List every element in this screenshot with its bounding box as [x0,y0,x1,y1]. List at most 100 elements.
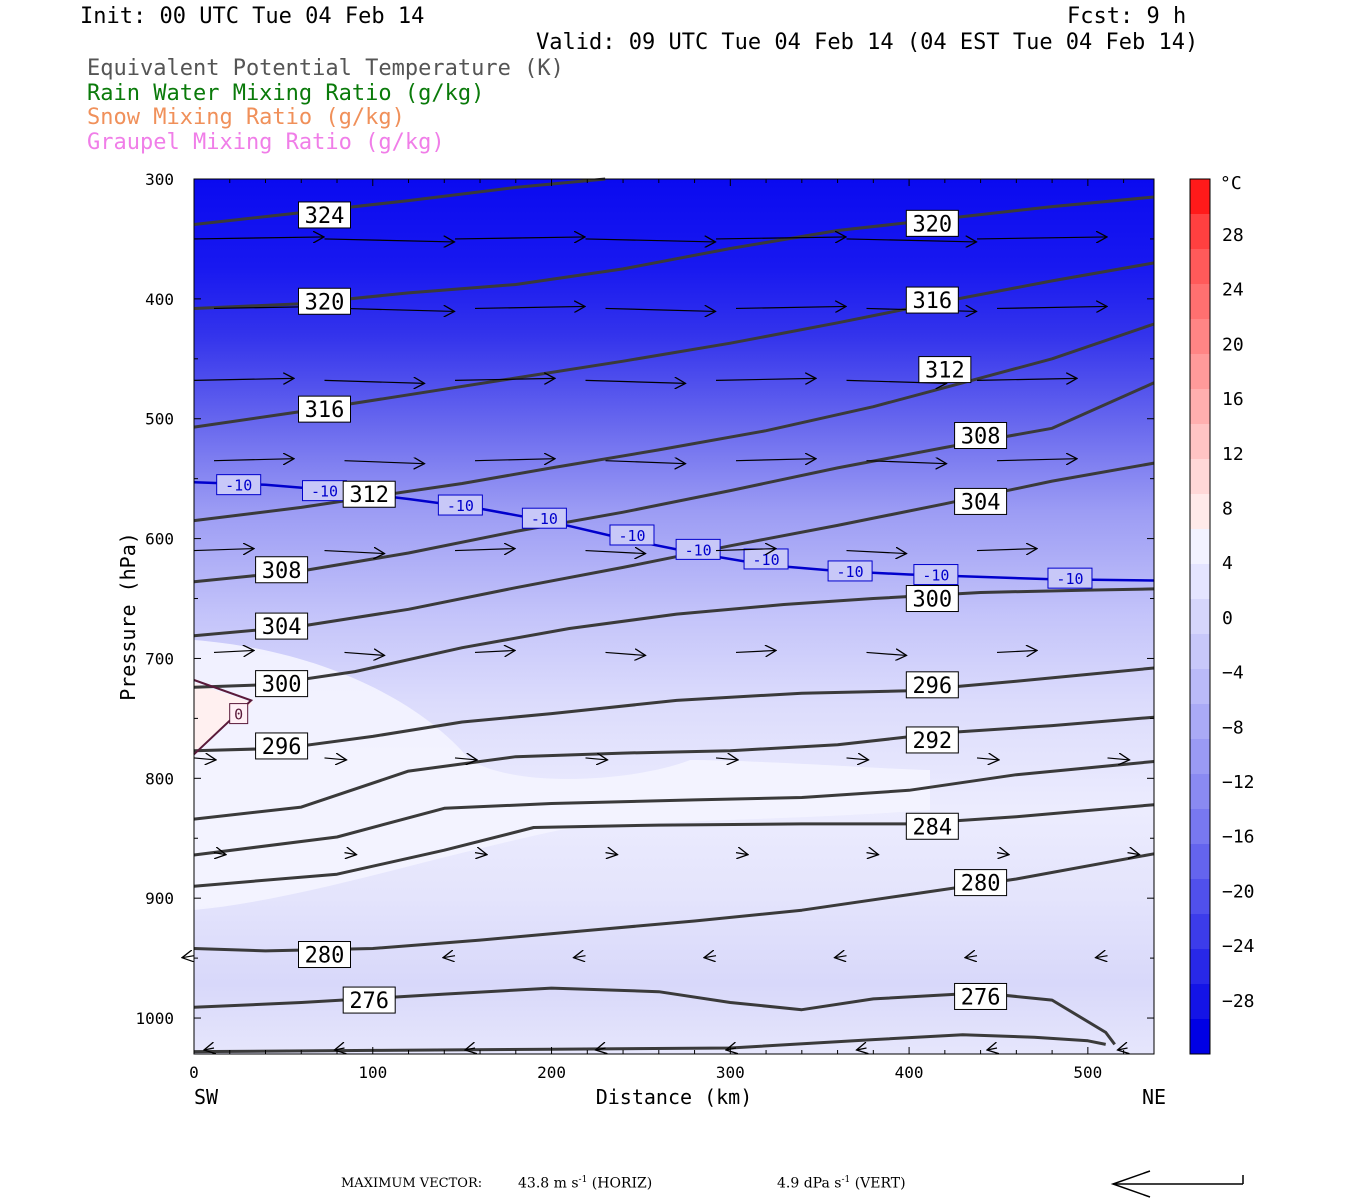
wind-vector [735,459,816,461]
wind-vector [977,378,1077,380]
wind-vector [324,239,455,242]
theta-e-label-box [298,287,352,315]
theta-e-label: 276 [961,985,1001,1010]
wind-vector [996,650,1037,652]
wind-vector [715,378,816,380]
theta-e-label-box [954,487,1008,515]
colorbar-label: 20 [1222,334,1244,355]
wind-vector [846,758,869,760]
theta-e-label-box [298,201,352,229]
isotherm-label: -10 [447,497,474,515]
wind-vector [846,239,977,242]
wind-vector [987,1048,997,1050]
colorbar-label: −12 [1222,772,1255,793]
theta-e-label: 320 [305,290,345,315]
y-axis-label: Pressure (hPa) [116,532,140,701]
colorbar-swatch [1190,249,1210,285]
colorbar-swatch [1190,844,1210,880]
wind-vector [866,461,947,464]
colorbar-swatch [1190,214,1210,250]
theta-e-label-box [255,556,309,584]
y-tick-label: 400 [145,290,174,309]
wind-vector [605,461,686,464]
theta-e-label: 312 [349,483,389,508]
theta-e-label: 280 [961,872,1001,897]
wind-vector [193,237,324,239]
wind-vector [204,1048,214,1050]
isotherm-label: -10 [531,510,558,528]
valid-time-label: Valid: 09 UTC Tue 04 Feb 14 (04 EST Tue … [536,30,1199,55]
colorbar-swatch [1190,669,1210,705]
wind-vector [193,758,216,760]
colorbar-label: 8 [1222,499,1233,520]
colorbar-swatch [1190,634,1210,670]
colorbar-swatch [1190,739,1210,775]
theta-e-contour-292 [193,715,1155,821]
theta-e-label-box [905,812,959,840]
y-tick-label: 500 [145,410,174,429]
wind-vector [605,652,646,655]
x-tick-label: 200 [537,1063,566,1082]
theta-e-label: 320 [912,212,952,237]
wind-vector [735,650,776,652]
theta-e-label-box [905,726,959,754]
colorbar-swatch [1190,494,1210,530]
wind-vector [454,378,555,380]
wind-vector [335,1048,345,1050]
plot-frame [193,178,1155,1055]
isotherm-label-box [216,474,262,496]
theta-e-label: 276 [349,989,389,1014]
wind-vector [324,380,425,383]
isotherm-label: -10 [753,551,780,569]
x-tick-label: 500 [1073,1063,1102,1082]
theta-e-contour-296 [193,666,1155,753]
y-tick-label: 800 [145,769,174,788]
wind-vector [213,650,254,652]
axes: 300 400 500 600 700 800 900 1000 0 100 200 300 400 50… [116,170,1166,1109]
theta-e-label-box [905,585,959,613]
colorbar-swatch [1190,389,1210,425]
isotherms: -10 -10 -10 -10 -10 -10 -10 -10 -10 -10 0 [193,474,1155,756]
colorbar-swatch [1190,774,1210,810]
theta-e-label-box [954,982,1008,1010]
wind-vector [324,758,347,760]
near-freezing-region [194,640,930,910]
isotherm-label-box [521,507,567,529]
wind-vector [996,853,1009,855]
wind-vector [585,758,608,760]
colorbar-swatch [1190,599,1210,635]
x-tick-label: 0 [189,1063,199,1082]
wind-vector [474,853,487,855]
wind-vector [835,956,847,958]
wind-vector [1127,853,1140,855]
wind-vector [344,853,357,855]
wind-vector [976,758,999,760]
colorbar-swatch [1190,529,1210,565]
theta-e-label-box [298,941,352,969]
wind-vector [574,956,586,958]
colorbar-swatch [1190,949,1210,985]
wind-vector [716,237,846,239]
wind-vector [605,308,716,311]
theta-e-label-box [954,422,1008,450]
theta-e-contour-276 [193,986,1116,1046]
wind-vector [605,853,618,855]
max-vector-vert: 4.9 dPa s-1 (VERT) [777,1175,906,1192]
colorbar-swatch [1190,809,1210,845]
max-vector-horiz: 43.8 m s-1 (HORIZ) [518,1175,653,1192]
max-vector-head [1110,1170,1151,1198]
colorbar-swatch [1190,879,1210,915]
theta-e-label-box [905,209,959,237]
theta-e-label-box [298,395,352,423]
colorbar-swatch [1190,319,1210,355]
isotherm-zero-label: 0 [234,706,243,724]
colorbar-label: −8 [1222,717,1244,738]
legend-snow: Snow Mixing Ratio (g/kg) [87,105,405,130]
wind-vector [965,956,978,958]
theta-e-contour-324 [193,177,606,226]
colorbar-swatch [1190,424,1210,460]
isotherm-label: -10 [225,477,252,495]
wind-vector [193,549,254,551]
wind-vector [596,1048,606,1050]
theta-e-label-box [342,986,396,1014]
